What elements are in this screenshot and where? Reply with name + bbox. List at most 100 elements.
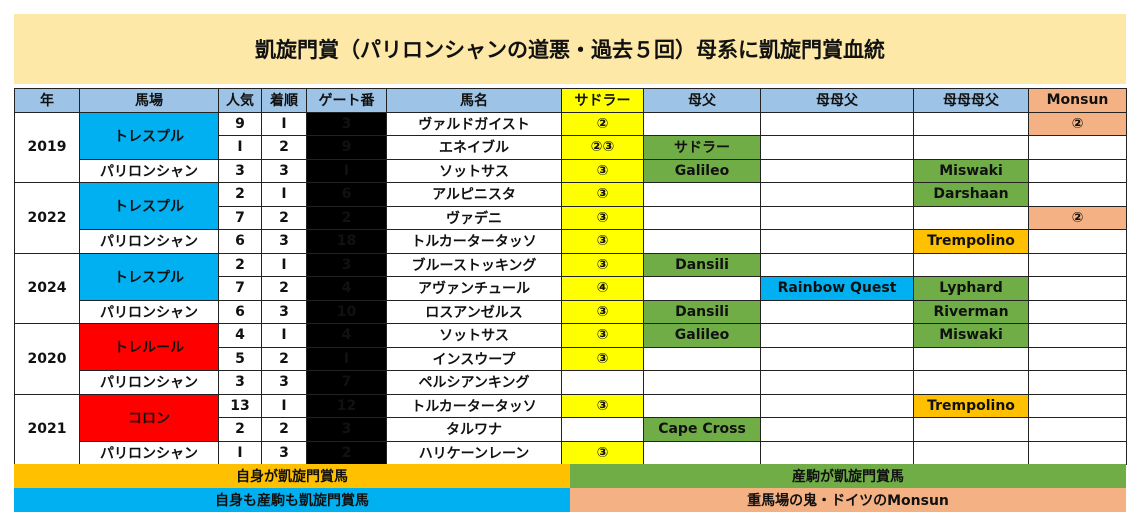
place-cell: Ⅰ: [261, 182, 307, 207]
dam-dam-dam-sire-cell: Miswaki: [913, 323, 1029, 348]
gate-cell: 12: [306, 393, 387, 418]
horse-name-cell: アルピニスタ: [386, 182, 562, 207]
place-cell: Ⅰ: [261, 323, 307, 348]
horse-name-cell: エネイブル: [386, 135, 562, 160]
legend-monsun: 重馬場の鬼・ドイツのMonsun: [570, 488, 1126, 512]
sadler-cell: ②③: [561, 135, 644, 160]
table-row: パリロンシャン 3 3 Ⅰ ソットサス ③ Galileo Miswaki: [15, 158, 1127, 183]
monsun-cell: [1028, 158, 1127, 183]
monsun-cell: [1028, 252, 1127, 277]
sadler-cell: [561, 370, 644, 395]
horse-name-cell: ハリケーンレーン: [386, 440, 562, 465]
horse-name-cell: ペルシアンキング: [386, 370, 562, 395]
gate-cell: 7: [306, 370, 387, 395]
monsun-cell: [1028, 182, 1127, 207]
table-row: 2020 トレルール 4 Ⅰ 4 ソットサス ③ Galileo Miswaki: [14, 323, 1127, 395]
year-cell: 2019: [14, 111, 80, 183]
place-cell: Ⅰ: [261, 252, 307, 277]
sadler-cell: ④: [561, 276, 644, 301]
monsun-cell: [1028, 440, 1127, 465]
sadler-cell: ③: [561, 440, 644, 465]
gate-cell: 10: [306, 299, 387, 324]
legend-both: 自身も産駒も凱旋門賞馬: [14, 488, 570, 512]
dam-sire-cell: Cape Cross: [643, 417, 761, 442]
monsun-cell: [1028, 299, 1127, 324]
horse-name-cell: ロスアンゼルス: [386, 299, 562, 324]
header-9: 母母母父: [913, 88, 1029, 113]
place-cell: 2: [261, 205, 307, 230]
year-cell: 2021: [14, 393, 80, 465]
sadler-cell: [561, 417, 644, 442]
dam-dam-sire-cell: [760, 135, 914, 160]
dam-sire-cell: [643, 440, 761, 465]
table-row: パリロンシャン Ⅰ 3 2 ハリケーンレーン ③: [15, 440, 1127, 465]
monsun-cell: [1028, 370, 1127, 395]
dam-dam-sire-cell: [760, 440, 914, 465]
gate-cell: 6: [306, 182, 387, 207]
place-cell: 3: [261, 370, 307, 395]
monsun-cell: ②: [1028, 111, 1127, 136]
dam-dam-dam-sire-cell: [913, 135, 1029, 160]
popularity-cell: 13: [218, 393, 262, 418]
sadler-cell: ③: [561, 346, 644, 371]
dam-sire-cell: [643, 346, 761, 371]
table-row: パリロンシャン 6 3 18 トルカータータッソ ③ Trempolino: [15, 229, 1127, 254]
dam-dam-dam-sire-cell: [913, 417, 1029, 442]
dam-sire-cell: Dansili: [643, 299, 761, 324]
popularity-cell: Ⅰ: [218, 440, 262, 465]
page-title: 凱旋門賞（パリロンシャンの道悪・過去５回）母系に凱旋門賞血統: [14, 14, 1126, 84]
results-table: 年馬場 人気 着順 ゲート番 馬名 サドラー 母父 母母父 母母母父 Monsun 2019 トレス…: [14, 88, 1127, 465]
year-cell: 2022: [14, 182, 80, 254]
dam-dam-dam-sire-cell: [913, 111, 1029, 136]
gate-cell: 9: [306, 135, 387, 160]
dam-dam-sire-cell: [760, 158, 914, 183]
sadler-cell: ③: [561, 323, 644, 348]
dam-dam-sire-cell: [760, 111, 914, 136]
table-row: 5 2 Ⅰ インスウープ ③: [15, 346, 1127, 371]
gate-cell: Ⅰ: [306, 346, 387, 371]
popularity-cell: 2: [218, 182, 262, 207]
horse-name-cell: ヴァルドガイスト: [386, 111, 562, 136]
legend-own: 自身が凱旋門賞馬: [14, 464, 570, 488]
dam-dam-sire-cell: [760, 393, 914, 418]
header-2: 人気: [218, 88, 262, 113]
dam-dam-dam-sire-cell: [913, 440, 1029, 465]
popularity-cell: 7: [218, 205, 262, 230]
header-5: 馬名: [386, 88, 562, 113]
place-cell: Ⅰ: [261, 111, 307, 136]
table-row: 2019 トレスプル 9 Ⅰ 3 ヴァルドガイスト ② ②: [14, 111, 1127, 183]
sadler-cell: ②: [561, 111, 644, 136]
monsun-cell: [1028, 229, 1127, 254]
dam-sire-cell: Galileo: [643, 323, 761, 348]
place-cell: 2: [261, 276, 307, 301]
track-condition-cell: パリロンシャン: [79, 370, 219, 395]
horse-name-cell: タルワナ: [386, 417, 562, 442]
monsun-cell: [1028, 417, 1127, 442]
sadler-cell: ③: [561, 229, 644, 254]
place-cell: 3: [261, 229, 307, 254]
track-condition-cell: トレスプル: [79, 111, 219, 160]
track-condition-cell: パリロンシャン: [79, 158, 219, 183]
gate-cell: 3: [306, 252, 387, 277]
dam-dam-dam-sire-cell: Miswaki: [913, 158, 1029, 183]
dam-dam-dam-sire-cell: [913, 252, 1029, 277]
horse-name-cell: インスウープ: [386, 346, 562, 371]
header-7: 母父: [643, 88, 761, 113]
horse-name-cell: アヴァンチュール: [386, 276, 562, 301]
popularity-cell: 3: [218, 370, 262, 395]
horse-name-cell: ソットサス: [386, 158, 562, 183]
table-row: パリロンシャン 3 3 7 ペルシアンキング: [15, 370, 1127, 395]
gate-cell: 18: [306, 229, 387, 254]
legend-row-1: 自身が凱旋門賞馬 産駒が凱旋門賞馬: [14, 464, 1126, 488]
dam-dam-sire-cell: [760, 417, 914, 442]
dam-sire-cell: [643, 276, 761, 301]
dam-dam-sire-cell: [760, 182, 914, 207]
gate-cell: 4: [306, 323, 387, 348]
dam-dam-dam-sire-cell: [913, 346, 1029, 371]
dam-dam-dam-sire-cell: [913, 205, 1029, 230]
table-row: 7 2 4 アヴァンチュール ④ Rainbow Quest Lyphard: [15, 276, 1127, 301]
year-cell: 2024: [14, 252, 80, 324]
header-1: 馬場: [79, 88, 219, 113]
header-4: ゲート番: [306, 88, 387, 113]
header-0: 年: [14, 88, 80, 113]
